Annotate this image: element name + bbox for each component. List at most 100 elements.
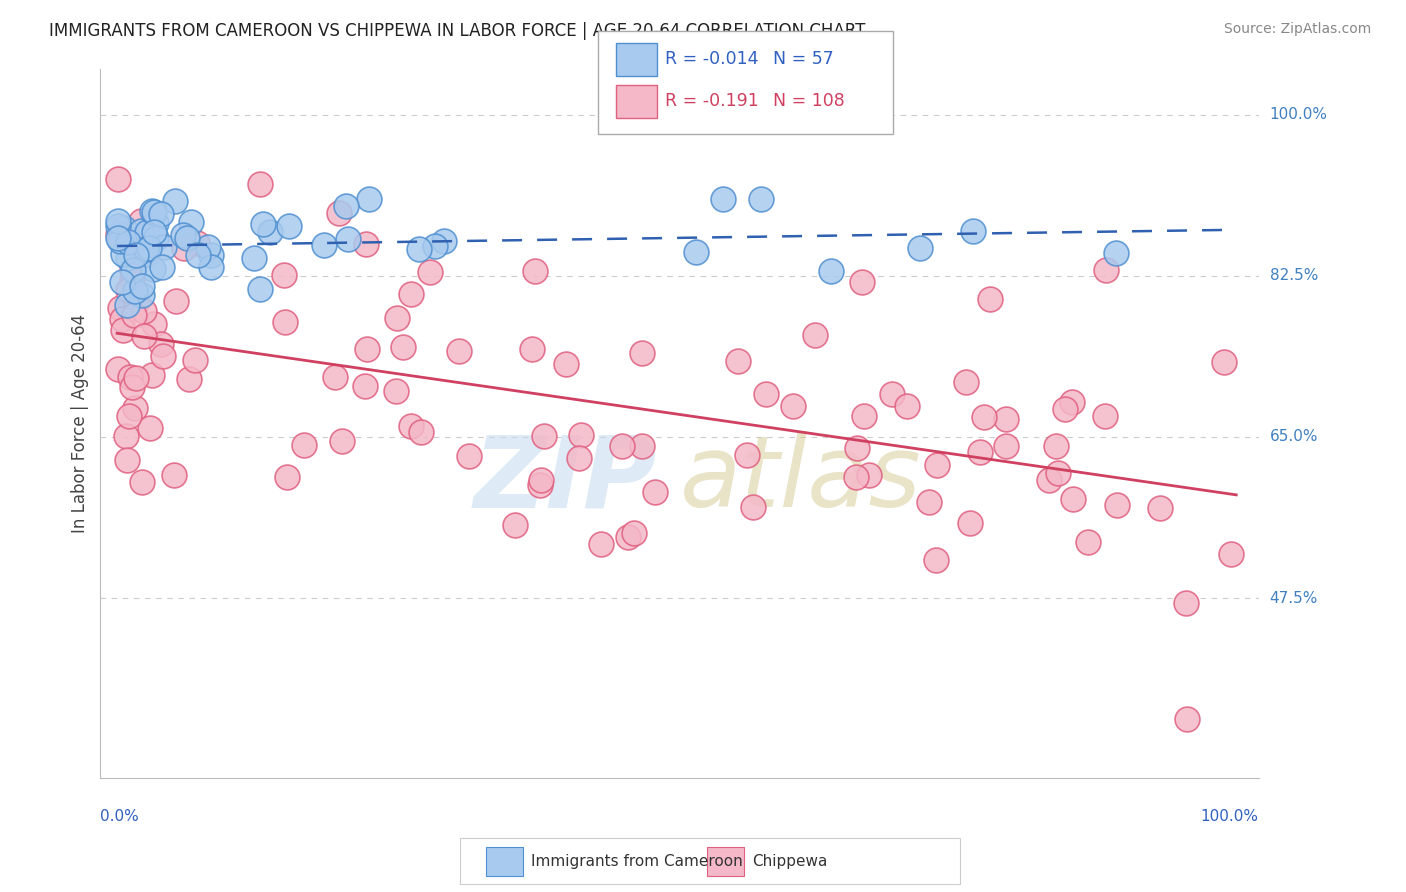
Point — [858, 468, 880, 483]
Point — [457, 450, 479, 464]
Point — [107, 227, 129, 241]
Point — [114, 428, 136, 442]
Text: N = 108: N = 108 — [773, 92, 845, 111]
Point — [117, 409, 139, 423]
Point — [125, 248, 148, 262]
Point — [276, 470, 298, 484]
Point — [568, 451, 591, 466]
Point — [503, 518, 526, 533]
Point — [259, 225, 281, 239]
Point — [186, 235, 208, 250]
Point — [433, 234, 456, 248]
Point — [111, 246, 134, 260]
Point — [138, 241, 160, 255]
Point — [335, 199, 357, 213]
Point — [131, 288, 153, 302]
Point — [685, 244, 707, 259]
Point — [108, 301, 131, 316]
Point — [979, 293, 1001, 307]
Text: 100.0%: 100.0% — [1270, 107, 1327, 122]
Text: ZIP: ZIP — [474, 431, 657, 528]
Point — [524, 264, 547, 278]
Text: N = 57: N = 57 — [773, 50, 834, 69]
Point — [115, 453, 138, 467]
Point — [129, 224, 152, 238]
Point — [994, 439, 1017, 453]
Point — [569, 428, 592, 442]
Point — [172, 228, 194, 243]
Point — [111, 275, 134, 289]
Point — [1220, 547, 1243, 561]
Point — [328, 206, 350, 220]
Point — [554, 357, 576, 371]
Point — [124, 371, 146, 385]
Point — [1175, 712, 1198, 726]
Point — [111, 311, 134, 326]
Text: 0.0%: 0.0% — [100, 809, 139, 824]
Point — [1105, 498, 1128, 512]
Point — [882, 387, 904, 401]
Point — [145, 215, 167, 229]
Point — [1094, 409, 1116, 424]
Point — [782, 400, 804, 414]
Point — [139, 421, 162, 435]
Text: 100.0%: 100.0% — [1201, 809, 1258, 824]
Point — [851, 276, 873, 290]
Point — [252, 218, 274, 232]
Point — [399, 286, 422, 301]
Point — [392, 340, 415, 354]
Point — [152, 349, 174, 363]
Text: 65.0%: 65.0% — [1270, 429, 1319, 444]
Point — [896, 399, 918, 413]
Point — [273, 316, 295, 330]
Point — [117, 283, 139, 297]
Point — [1174, 596, 1197, 610]
Point — [522, 342, 544, 356]
Point — [249, 177, 271, 191]
Text: Chippewa: Chippewa — [752, 855, 828, 869]
Point — [107, 213, 129, 227]
Point — [197, 240, 219, 254]
Point — [1077, 535, 1099, 549]
Point — [131, 475, 153, 490]
Point — [179, 372, 201, 386]
Point — [1105, 245, 1128, 260]
Point — [112, 221, 135, 235]
Point — [804, 328, 827, 343]
Point — [323, 370, 346, 384]
Point — [152, 240, 174, 254]
Point — [131, 214, 153, 228]
Point — [107, 219, 129, 234]
Point — [820, 264, 842, 278]
Point — [399, 419, 422, 434]
Point — [853, 409, 876, 423]
Point — [173, 241, 195, 255]
Point — [354, 379, 377, 393]
Point — [150, 260, 173, 275]
Point — [727, 354, 749, 368]
Point — [1038, 474, 1060, 488]
Point — [749, 192, 772, 206]
Point — [969, 445, 991, 459]
Point — [385, 310, 408, 325]
Point — [337, 232, 360, 246]
Point — [135, 242, 157, 256]
Point — [132, 329, 155, 343]
Point — [135, 246, 157, 260]
Point — [142, 261, 165, 276]
Point — [330, 434, 353, 448]
Point — [249, 282, 271, 296]
Point — [591, 537, 613, 551]
Point — [121, 272, 143, 286]
Point — [165, 294, 187, 309]
Point — [925, 553, 948, 567]
Point — [107, 172, 129, 186]
Point — [755, 386, 778, 401]
Point — [111, 234, 134, 248]
Text: 82.5%: 82.5% — [1270, 268, 1317, 284]
Point — [132, 304, 155, 318]
Point — [1045, 439, 1067, 453]
Point — [200, 248, 222, 262]
Point — [918, 495, 941, 509]
Point — [122, 262, 145, 277]
